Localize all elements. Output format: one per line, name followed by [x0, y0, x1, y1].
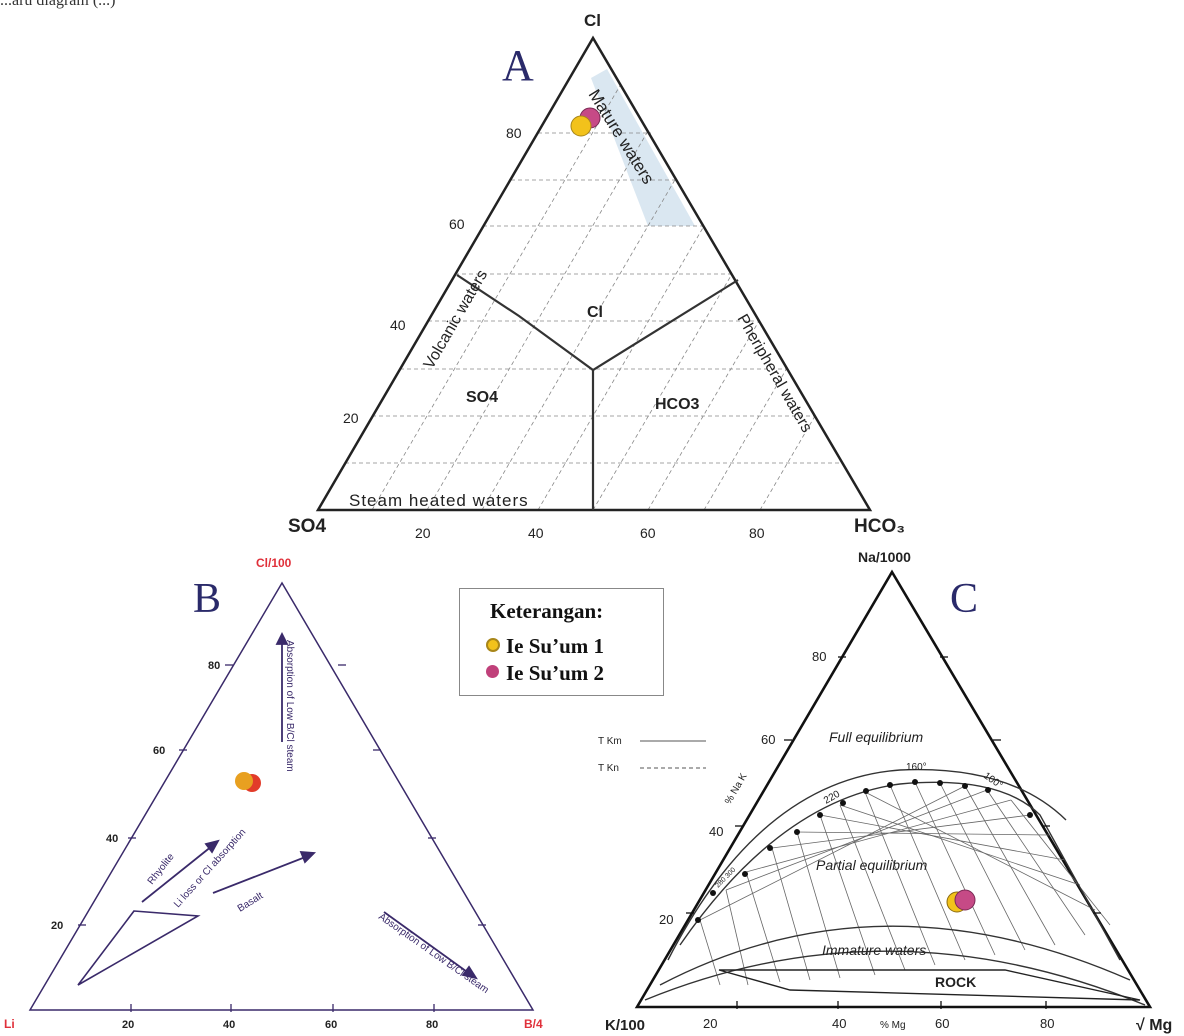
- a-peripheral-label: Pheripheral waters: [734, 312, 815, 436]
- b-btick-20: 20: [122, 1019, 134, 1031]
- legend-item-1: Ie Su’um 1: [486, 634, 605, 659]
- b-absorption-top: Absorption of Low B/Cl steam: [284, 640, 295, 772]
- c-tick-60: 60: [761, 732, 775, 747]
- a-tick-40: 40: [390, 317, 406, 333]
- panel-a: 80 60 40 20 20 40 60 80 Cl SO4 HCO₃ A Ma…: [288, 11, 905, 541]
- a-tick-20: 20: [343, 410, 359, 426]
- b-arrows: [141, 631, 478, 980]
- a-hco3-region-label: HCO3: [655, 396, 700, 413]
- a-sample-1: [570, 115, 592, 137]
- c-immature-waters: Immature waters: [822, 942, 926, 958]
- a-btick-20: 20: [415, 525, 431, 541]
- legend-box: Keterangan: Ie Su’um 1 Ie Su’um 2: [459, 588, 664, 696]
- c-sample-2: [954, 889, 976, 911]
- c-equilibrium-dots: [695, 779, 1033, 923]
- a-so4-region-label: SO4: [466, 389, 498, 406]
- a-btick-80: 80: [749, 525, 765, 541]
- b-tick-60: 60: [153, 745, 165, 757]
- a-btick-60: 60: [640, 525, 656, 541]
- a-btick-40: 40: [528, 525, 544, 541]
- c-btick-40: 40: [832, 1016, 846, 1031]
- legend-label-2: Ie Su’um 2: [506, 661, 605, 685]
- b-apex-li: Li: [4, 1017, 15, 1031]
- triangle-b: [28, 581, 535, 1011]
- b-panel-letter: B: [193, 576, 221, 622]
- c-tkn-label: T Kn: [598, 763, 619, 774]
- b-absorption-right: Absorption of Low B/Cl steam: [376, 911, 490, 996]
- a-apex-hco3: HCO₃: [854, 516, 905, 537]
- c-temp-100: 100°: [981, 770, 1004, 791]
- legend-label-1: Ie Su’um 1: [506, 634, 605, 658]
- c-btick-20: 20: [703, 1016, 717, 1031]
- legend-title: Keterangan:: [490, 599, 604, 623]
- b-btick-80: 80: [426, 1019, 438, 1031]
- b-composition-field: [77, 910, 201, 986]
- region-boundaries-a: [456, 274, 739, 510]
- a-tick-80: 80: [506, 125, 522, 141]
- c-partial-equilibrium: Partial equilibrium: [816, 857, 928, 873]
- c-mg-axis-label: % Mg: [880, 1020, 906, 1031]
- c-btick-80: 80: [1040, 1016, 1054, 1031]
- a-apex-so4: SO4: [288, 516, 326, 537]
- b-rhyolite: Rhyolite: [146, 851, 177, 887]
- a-tick-60: 60: [449, 216, 465, 232]
- c-grid: [699, 781, 1111, 986]
- header-fragment: ...aru diagram (...): [0, 0, 116, 9]
- c-btick-60: 60: [935, 1016, 949, 1031]
- c-ticks: [686, 656, 1101, 1009]
- mature-waters-region: [591, 69, 695, 226]
- c-panel-letter: C: [950, 576, 978, 622]
- c-temp-160: 160°: [906, 762, 927, 773]
- c-rock-label: ROCK: [935, 974, 976, 990]
- a-panel-letter: A: [502, 41, 534, 90]
- a-apex-cl: Cl: [584, 11, 601, 30]
- c-temp-220: 220: [822, 789, 842, 807]
- c-tick-80: 80: [812, 649, 826, 664]
- c-naK-axis-label: % Na K: [723, 771, 750, 806]
- c-curves: [644, 768, 1146, 1006]
- c-rock-field: [718, 969, 1141, 1001]
- b-tick-20: 20: [51, 920, 63, 932]
- b-sample-1: [235, 772, 253, 790]
- c-apex-k: K/100: [605, 1017, 645, 1034]
- legend-marker-1: [486, 638, 500, 652]
- a-volcanic-label: Volcanic waters: [421, 267, 491, 372]
- b-apex-b4: B/4: [524, 1017, 543, 1031]
- b-btick-60: 60: [325, 1019, 337, 1031]
- c-apex-mg: √ Mg: [1136, 1017, 1172, 1034]
- b-tick-80: 80: [208, 660, 220, 672]
- c-full-equilibrium: Full equilibrium: [829, 729, 923, 745]
- b-basalt: Basalt: [236, 890, 266, 914]
- legend-item-2: Ie Su’um 2: [486, 661, 605, 686]
- c-tick-20: 20: [659, 912, 673, 927]
- c-tkm-label: T Km: [598, 736, 622, 747]
- legend-marker-2: [486, 665, 499, 678]
- b-tick-40: 40: [106, 833, 118, 845]
- b-btick-40: 40: [223, 1019, 235, 1031]
- b-ticks: [78, 664, 486, 1012]
- c-tick-40: 40: [709, 824, 723, 839]
- a-cl-region-label: Cl: [587, 304, 603, 321]
- a-steam-label: Steam heated waters: [349, 491, 529, 510]
- panel-c: 80 60 40 20 20 40 60 80 % Mg % Na K Na/1…: [598, 549, 1172, 1034]
- c-apex-na: Na/1000: [858, 549, 911, 565]
- b-apex-cl: Cl/100: [256, 556, 292, 570]
